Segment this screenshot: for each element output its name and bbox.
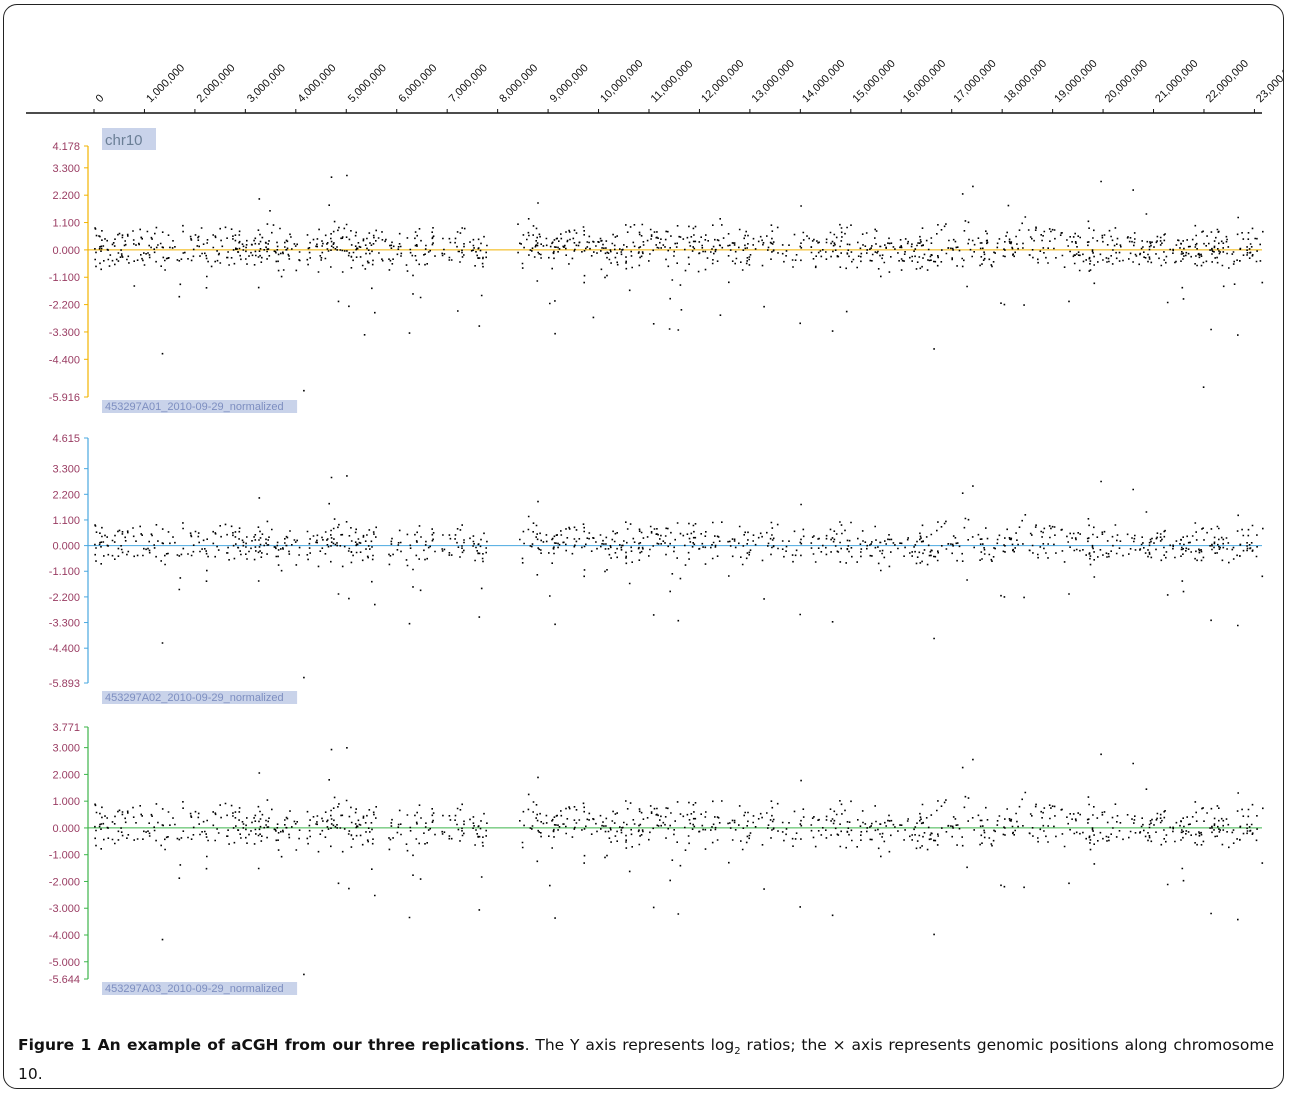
data-points bbox=[94, 175, 1264, 392]
y-tick-label: -4.000 bbox=[49, 930, 80, 942]
y-tick-label: -2.000 bbox=[49, 876, 80, 888]
y-tick-label: 0.000 bbox=[52, 541, 80, 553]
y-tick-label: 1.000 bbox=[52, 796, 80, 808]
data-points bbox=[94, 475, 1264, 678]
y-tick-label: 4.178 bbox=[52, 141, 80, 153]
data-points bbox=[94, 747, 1264, 975]
x-tick-label: 15,000,000 bbox=[850, 58, 897, 105]
panel-label: 453297A03_2010-09-29_normalized bbox=[105, 983, 284, 995]
x-tick-label: 20,000,000 bbox=[1103, 58, 1150, 105]
x-tick-label: 19,000,000 bbox=[1052, 58, 1099, 105]
x-tick-label: 2,000,000 bbox=[195, 62, 238, 105]
panel-2: 4.615 3.300 2.200 1.100 0.000 -1.100 -2.200 -3.… bbox=[49, 433, 1264, 704]
y-tick-label: 3.771 bbox=[52, 722, 80, 734]
x-tick-label: 18,000,000 bbox=[1002, 58, 1049, 105]
y-tick-label: 1.100 bbox=[52, 218, 80, 230]
y-tick-label: -1.100 bbox=[49, 272, 80, 284]
x-tick-label: 23,000,0( bbox=[1254, 64, 1284, 106]
y-tick-label: -3.000 bbox=[49, 903, 80, 915]
y-tick-label: 3.300 bbox=[52, 163, 80, 175]
x-tick-label: 5,000,000 bbox=[346, 62, 389, 105]
y-tick-label: 3.300 bbox=[52, 464, 80, 476]
x-tick-label: 13,000,000 bbox=[750, 58, 797, 105]
y-tick-label: 2.000 bbox=[52, 769, 80, 781]
y-tick-label: -5.893 bbox=[49, 678, 80, 690]
y-tick-label: -5.000 bbox=[49, 957, 80, 969]
x-tick-label: 16,000,000 bbox=[901, 58, 948, 105]
x-axis: 0 1,000,000 2,000,000 3,000,000 4,000,000 5,0… bbox=[26, 58, 1284, 113]
point-cloud bbox=[94, 747, 1264, 975]
y-tick-label: -2.200 bbox=[49, 592, 80, 604]
x-tick-label: 17,000,000 bbox=[951, 58, 998, 105]
panel-3: 3.771 3.000 2.000 1.000 0.000 -1.000 -2.000 -3.… bbox=[49, 722, 1264, 995]
y-tick-label: -5.916 bbox=[49, 392, 80, 404]
x-tick-label: 21,000,000 bbox=[1153, 58, 1200, 105]
y-tick-label: 2.200 bbox=[52, 489, 80, 501]
x-tick-label: 12,000,000 bbox=[699, 58, 746, 105]
x-tick-label: 6,000,000 bbox=[396, 62, 439, 105]
caption-text-pre: . The Y axis represents log bbox=[525, 1036, 735, 1054]
caption-title: Figure 1 An example of aCGH from our thr… bbox=[18, 1036, 525, 1054]
y-tick-label: -1.000 bbox=[49, 850, 80, 862]
y-tick-label: -2.200 bbox=[49, 300, 80, 312]
y-tick-label: -1.100 bbox=[49, 566, 80, 578]
y-tick-label: -3.300 bbox=[49, 327, 80, 339]
x-tick-label: 0 bbox=[94, 92, 107, 105]
panel-1: 4.178 3.300 2.200 1.100 0.000 -1.100 -2.200 -3.… bbox=[49, 128, 1264, 413]
chromosome-label: chr10 bbox=[105, 132, 143, 149]
x-tick-label: 8,000,000 bbox=[497, 62, 540, 105]
x-tick-label: 1,000,000 bbox=[144, 62, 187, 105]
x-tick-label: 7,000,000 bbox=[447, 62, 490, 105]
x-tick-label: 14,000,000 bbox=[800, 58, 847, 105]
y-tick-label: -3.300 bbox=[49, 618, 80, 630]
figure-frame: 0 1,000,000 2,000,000 3,000,000 4,000,000 5,0… bbox=[3, 4, 1284, 1089]
y-tick-label: -4.400 bbox=[49, 643, 80, 655]
panel-label: 453297A01_2010-09-29_normalized bbox=[105, 401, 284, 413]
y-tick-label: -5.644 bbox=[49, 974, 80, 986]
figure-caption: Figure 1 An example of aCGH from our thr… bbox=[18, 1034, 1274, 1085]
y-tick-label: -4.400 bbox=[49, 354, 80, 366]
y-tick-label: 1.100 bbox=[52, 515, 80, 527]
x-tick-label: 3,000,000 bbox=[245, 62, 288, 105]
acgh-chart: 0 1,000,000 2,000,000 3,000,000 4,000,000 5,0… bbox=[4, 5, 1284, 1089]
point-cloud bbox=[94, 175, 1264, 392]
x-tick-label: 11,000,000 bbox=[649, 58, 696, 105]
y-tick-label: 0.000 bbox=[52, 823, 80, 835]
x-tick-label: 22,000,000 bbox=[1204, 58, 1251, 105]
y-tick-label: 4.615 bbox=[52, 433, 80, 445]
panel-label: 453297A02_2010-09-29_normalized bbox=[105, 692, 284, 704]
y-tick-label: 0.000 bbox=[52, 245, 80, 257]
x-tick-label: 9,000,000 bbox=[548, 62, 591, 105]
x-tick-label: 10,000,000 bbox=[598, 58, 645, 105]
y-tick-label: 2.200 bbox=[52, 190, 80, 202]
y-tick-label: 3.000 bbox=[52, 743, 80, 755]
x-tick-label: 4,000,000 bbox=[295, 62, 338, 105]
point-cloud bbox=[94, 475, 1264, 678]
